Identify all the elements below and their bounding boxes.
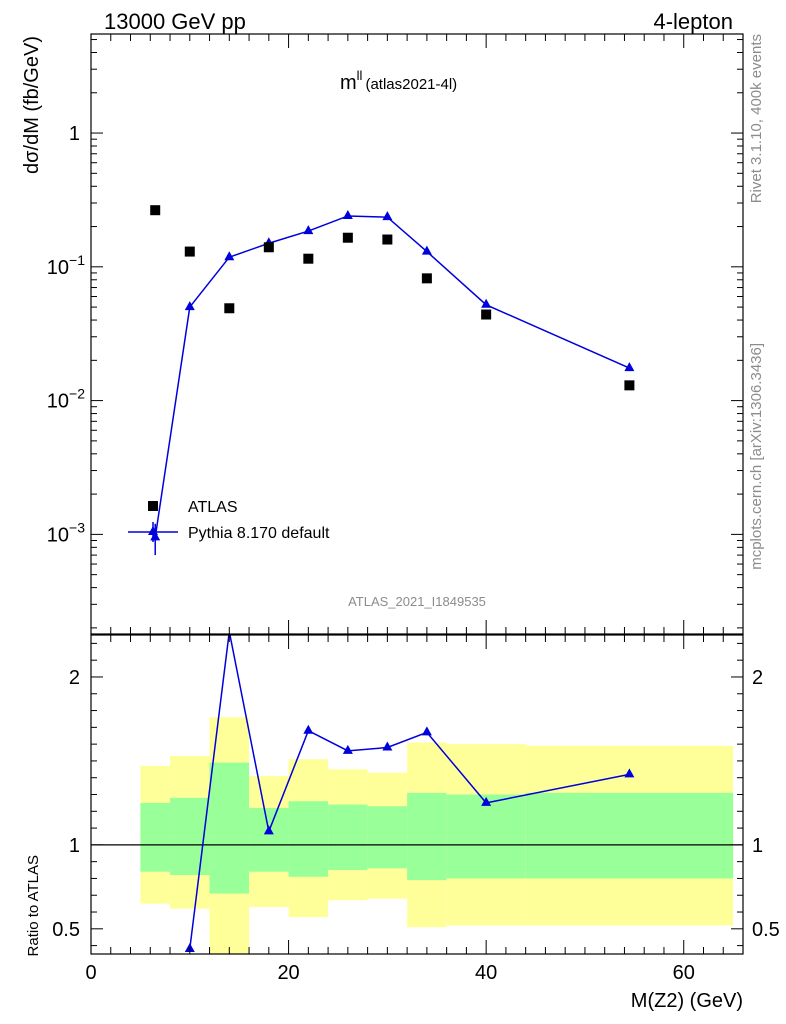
ratio-point (303, 724, 314, 734)
band-inner-5 (328, 804, 368, 871)
ratio-y-tick-label-right: 0.5 (752, 919, 780, 941)
legend: ATLAS Pythia 8.170 default (128, 499, 330, 542)
atlas-point (382, 234, 393, 245)
ratio-y-tick-label-left: 1 (69, 835, 80, 857)
band-inner-0 (140, 802, 171, 872)
atlas-point (481, 309, 492, 320)
band-inner-4 (288, 801, 329, 877)
x-axis-label: M(Z2) (GeV) (631, 990, 743, 1012)
band-inner-7 (407, 792, 447, 881)
band-inner-3 (249, 807, 289, 872)
ratio-point (624, 768, 635, 778)
pythia-point (421, 245, 432, 255)
main-plot-frame (90, 33, 744, 635)
ratio-point (382, 741, 393, 751)
ratio-y-tick-label-right: 2 (752, 667, 763, 689)
x-tick-label: 40 (475, 962, 497, 984)
analysis-watermark: ATLAS_2021_I1849535 (348, 594, 486, 609)
pythia-point (303, 225, 314, 235)
x-tick-label: 0 (85, 962, 96, 984)
pythia-point (224, 251, 235, 261)
ratio-y-tick-label-left: 0.5 (52, 919, 80, 941)
band-inner-2 (209, 762, 250, 894)
ratio-y-tick-label-left: 2 (69, 667, 80, 689)
band-inner-6 (367, 806, 408, 869)
ratio-y-axis-label: Ratio to ATLAS (25, 855, 42, 956)
header-left: 13000 GeV pp (104, 9, 246, 34)
band-inner-1 (170, 797, 210, 876)
axis-ticks (90, 34, 744, 954)
pythia-point (184, 301, 195, 311)
axis-tick-labels: 1 10−1 10−2 10−3 0 20 40 60 0.5 0.5 1 1 2 2 (47, 123, 780, 984)
y-tick-label: 10−3 (47, 519, 85, 546)
pythia-point (624, 362, 635, 372)
pythia-point (342, 209, 353, 219)
x-tick-label: 20 (277, 962, 299, 984)
y-axis-label: dσ/dM (fb/GeV) (21, 36, 43, 174)
band-inner-9 (525, 792, 734, 879)
ratio-point (481, 796, 492, 806)
atlas-point (150, 205, 161, 216)
legend-atlas-marker (148, 501, 158, 511)
y-tick-label: 1 (69, 123, 80, 145)
ratio-point (421, 726, 432, 736)
pythia-point (382, 211, 393, 221)
ratio-point (263, 825, 274, 835)
x-tick-label: 60 (673, 962, 695, 984)
ratio-uncertainty-bands (140, 717, 734, 954)
atlas-point (624, 380, 635, 391)
legend-pythia-label: Pythia 8.170 default (188, 525, 330, 542)
header-right: 4-lepton (653, 9, 733, 34)
y-tick-label: 10−2 (47, 386, 85, 413)
ratio-series (184, 635, 635, 952)
legend-pythia-marker (148, 526, 158, 535)
pythia-point (481, 298, 492, 308)
atlas-point (421, 273, 432, 284)
ratio-y-tick-label-right: 1 (752, 835, 763, 857)
mcplots-info: mcplots.cern.ch [arXiv:1306.3436] (748, 343, 765, 570)
plot-title: mll(atlas2021-4l) (340, 68, 457, 94)
band-inner-8 (446, 794, 526, 879)
atlas-point (342, 232, 353, 243)
atlas-point (263, 242, 274, 253)
y-tick-label: 10−1 (47, 252, 85, 279)
pythia-line (154, 215, 630, 538)
ratio-point (342, 744, 353, 754)
legend-atlas-label: ATLAS (188, 499, 238, 516)
rivet-info: Rivet 3.1.10, 400k events (748, 34, 765, 203)
atlas-point (184, 246, 195, 257)
atlas-point (224, 303, 235, 314)
atlas-point (303, 253, 314, 264)
main-series (150, 205, 635, 556)
